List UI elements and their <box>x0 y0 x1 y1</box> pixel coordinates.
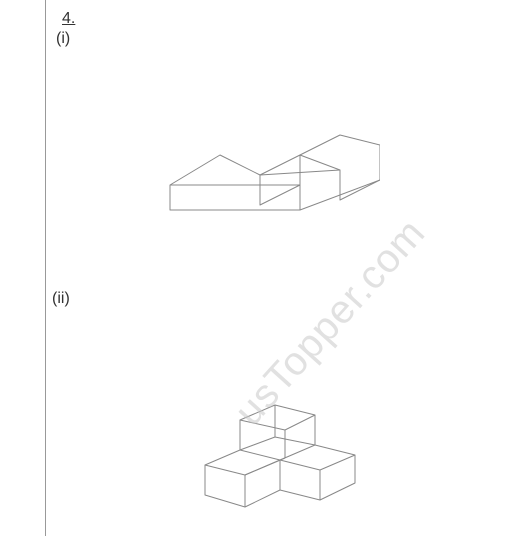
page-margin-line <box>45 0 46 536</box>
question-number: 4. <box>62 10 75 28</box>
figure-ii-sketch <box>190 395 360 525</box>
figure-i-sketch <box>150 100 380 230</box>
subpart-label-i: (i) <box>56 30 70 48</box>
subpart-label-ii: (ii) <box>52 290 70 308</box>
